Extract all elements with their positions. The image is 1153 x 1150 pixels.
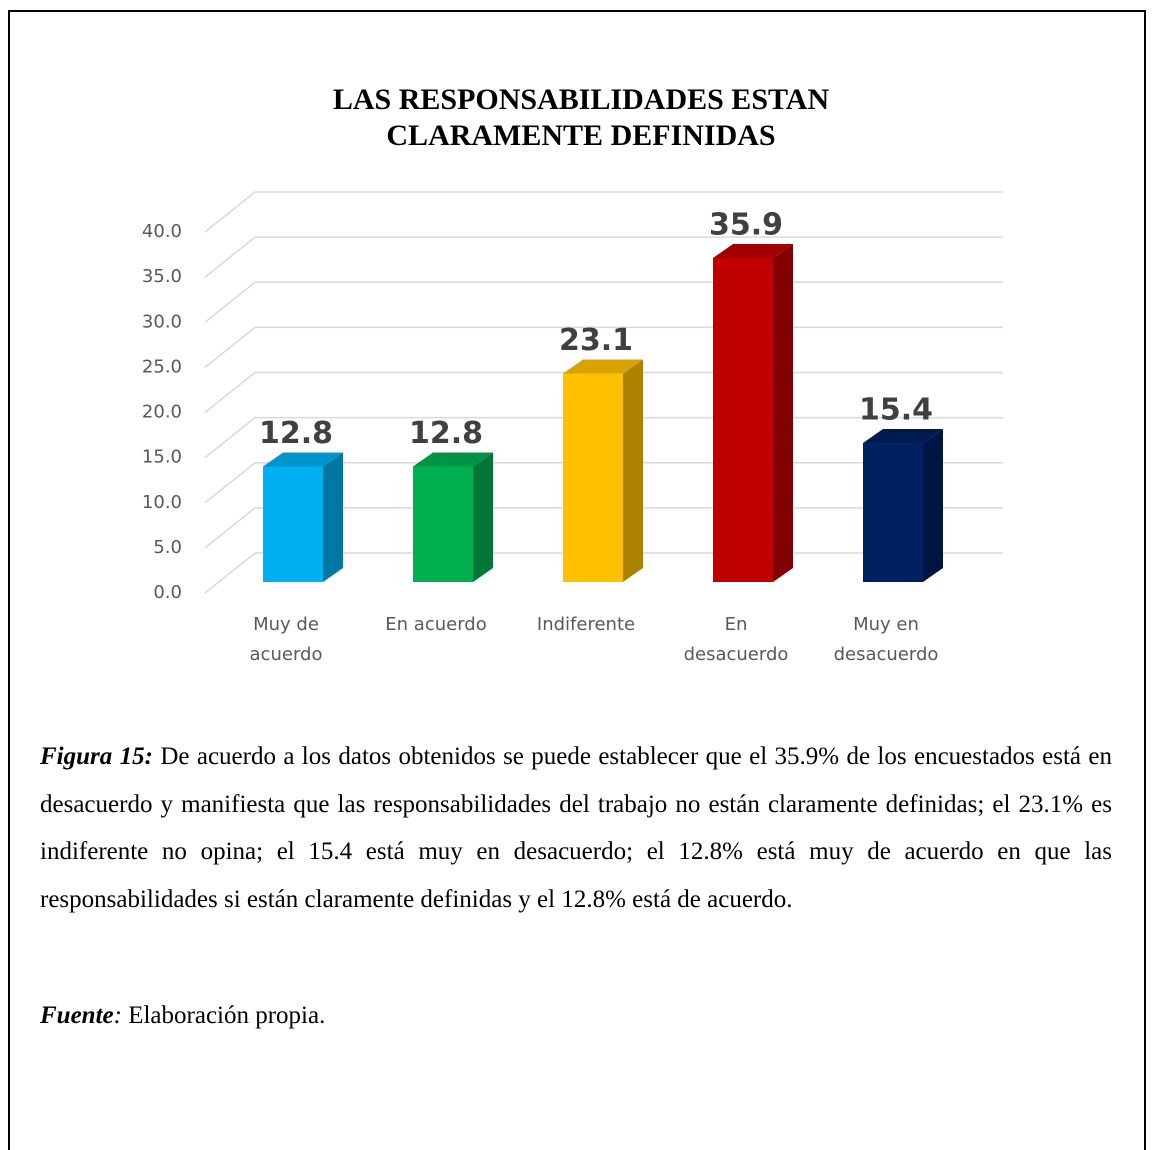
x-tick-label: En acuerdo <box>385 614 487 635</box>
y-tick-label: 5.0 <box>153 537 182 558</box>
bar-side <box>323 452 343 582</box>
x-tick-label: Indiferente <box>536 614 636 635</box>
y-tick-label: 25.0 <box>142 356 182 377</box>
caption-text: De acuerdo a los datos obtenidos se pued… <box>40 743 1112 913</box>
frame <box>8 10 1146 1150</box>
figure-label: Figura 15: <box>40 743 153 770</box>
bar-side <box>473 452 493 582</box>
source: Fuente: Elaboración propia. <box>40 992 325 1040</box>
value-label: 15.4 <box>859 393 933 428</box>
value-label: 35.9 <box>709 208 783 243</box>
x-tick-label: Muy en desacuerdo <box>833 614 939 665</box>
bar <box>713 258 773 582</box>
bar-top <box>413 452 493 467</box>
bar-top <box>263 452 343 467</box>
grid-line <box>204 281 1003 323</box>
source-colon: : <box>113 1002 122 1029</box>
caption: Figura 15: De acuerdo a los datos obteni… <box>40 733 1112 923</box>
bar-side <box>923 429 943 582</box>
grid-line <box>204 236 1003 278</box>
bar <box>863 443 923 582</box>
bar <box>263 466 323 582</box>
y-tick-label: 15.0 <box>142 447 182 468</box>
y-tick-label: 10.0 <box>142 492 182 513</box>
y-tick-label: 30.0 <box>142 311 182 332</box>
x-tick-label: En desacuerdo <box>683 614 789 665</box>
source-label: Fuente <box>40 1002 114 1029</box>
bar-top <box>713 244 793 259</box>
bar <box>413 466 473 582</box>
bar-top <box>863 429 943 444</box>
bar-top <box>563 359 643 374</box>
bar-side <box>623 359 643 582</box>
value-label: 23.1 <box>559 323 633 358</box>
value-label: 12.8 <box>409 416 483 451</box>
y-tick-label: 20.0 <box>142 402 182 423</box>
source-text: Elaboración propia. <box>121 1002 326 1029</box>
y-tick-label: 40.0 <box>142 221 182 242</box>
bar <box>563 373 623 582</box>
chart-title: LAS RESPONSABILIDADES ESTAN CLARAMENTE D… <box>332 83 830 152</box>
value-label: 12.8 <box>259 416 333 451</box>
bar-side <box>773 244 793 582</box>
grid-line <box>204 191 1003 233</box>
y-tick-label: 35.0 <box>142 266 182 287</box>
x-tick-label: Muy de acuerdo <box>249 614 323 665</box>
y-tick-label: 0.0 <box>153 582 182 603</box>
